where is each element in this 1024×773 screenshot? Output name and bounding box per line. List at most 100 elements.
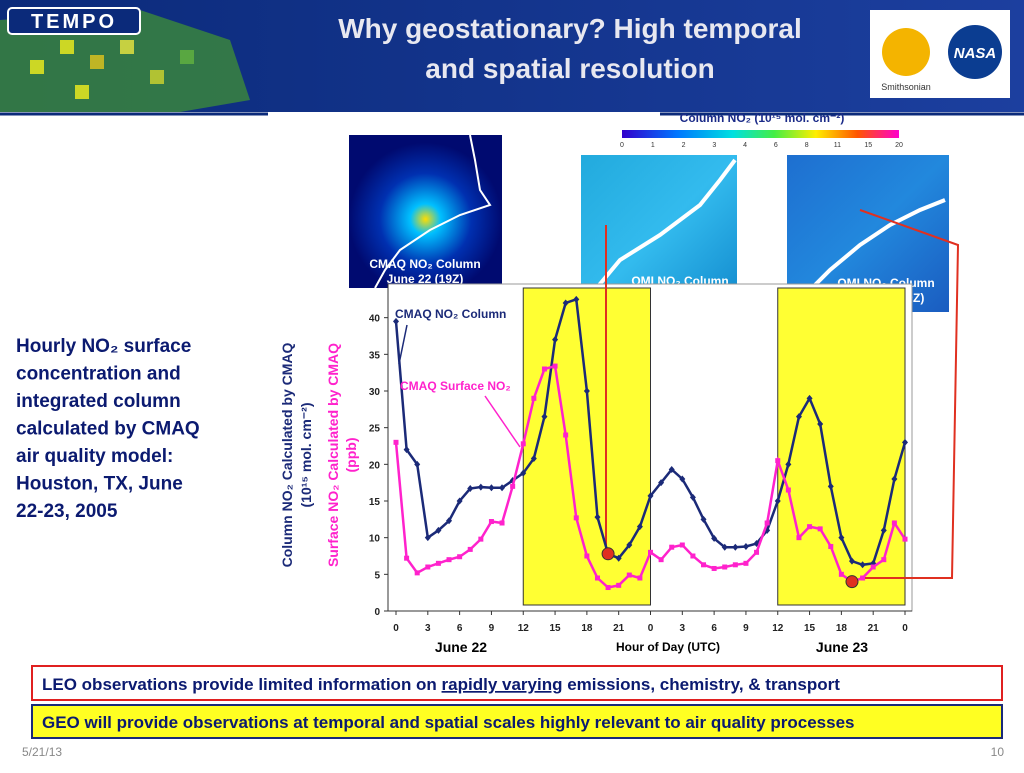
cmaq-label: CMAQ NO₂ Column bbox=[369, 257, 480, 271]
colorbar-tick: 2 bbox=[682, 142, 686, 149]
point bbox=[690, 553, 696, 559]
colorbar-title: Column NO₂ (10¹⁵ mol. cm⁻²) bbox=[680, 111, 845, 125]
point bbox=[530, 454, 537, 462]
header-checks bbox=[30, 40, 194, 99]
point bbox=[457, 554, 463, 560]
annotation-arrow bbox=[484, 395, 521, 448]
colorbar-tick: 8 bbox=[805, 142, 809, 149]
box-text-part: GEO will provide observations at tempora… bbox=[42, 713, 855, 732]
point bbox=[891, 520, 897, 526]
point bbox=[807, 524, 813, 530]
point bbox=[891, 475, 898, 483]
point bbox=[679, 475, 686, 483]
daytime-shade bbox=[777, 287, 906, 606]
cmaq-map bbox=[349, 135, 502, 288]
description-line: integrated column bbox=[16, 391, 181, 412]
x-axis-label: Hour of Day (UTC) bbox=[616, 640, 720, 654]
y-axis-label: Column NO₂ Calculated by CMAQ bbox=[279, 342, 295, 567]
point bbox=[573, 295, 580, 303]
partner-name: Smithsonian bbox=[881, 82, 931, 92]
day-label: June 22 bbox=[435, 639, 487, 655]
page-number: 10 bbox=[991, 745, 1005, 759]
y2-axis-label: Surface NO₂ Calculated by CMAQ bbox=[325, 343, 341, 567]
point bbox=[774, 497, 781, 505]
colorbar-tick: 20 bbox=[895, 142, 903, 149]
point bbox=[711, 565, 717, 571]
description-line: Houston, TX, June bbox=[16, 474, 183, 495]
cmaq-label: June 22 (19Z) bbox=[387, 272, 464, 286]
leo-text: LEO observations provide limited informa… bbox=[42, 675, 840, 694]
leo-box bbox=[31, 665, 1003, 701]
point bbox=[583, 387, 590, 395]
x-tick-label: 21 bbox=[613, 623, 625, 634]
x-tick-label: 0 bbox=[648, 623, 654, 634]
x-tick-label: 18 bbox=[836, 623, 848, 634]
y-tick-label: 25 bbox=[369, 424, 381, 435]
point bbox=[817, 526, 823, 532]
description-line: 22-23, 2005 bbox=[16, 501, 118, 522]
point bbox=[552, 336, 559, 344]
annotation: CMAQ Surface NO₂ bbox=[400, 379, 511, 393]
description-line: concentration and bbox=[16, 364, 181, 385]
point bbox=[594, 575, 600, 581]
point bbox=[881, 557, 887, 563]
point bbox=[658, 479, 665, 487]
point bbox=[510, 483, 516, 489]
point bbox=[403, 446, 410, 454]
point bbox=[669, 544, 675, 550]
logo-box bbox=[7, 7, 141, 35]
point bbox=[806, 394, 813, 402]
point bbox=[648, 549, 653, 555]
y-tick-label: 0 bbox=[374, 607, 380, 618]
point bbox=[404, 555, 410, 561]
point bbox=[679, 542, 685, 548]
annotation: CMAQ NO₂ Column bbox=[395, 307, 506, 321]
point bbox=[848, 557, 855, 565]
point bbox=[795, 413, 802, 421]
point bbox=[552, 363, 558, 369]
title: and spatial resolution bbox=[425, 53, 714, 84]
point bbox=[732, 543, 739, 551]
highlight-point bbox=[845, 575, 859, 589]
point bbox=[499, 484, 506, 492]
point bbox=[668, 465, 675, 473]
agency-name: NASA bbox=[954, 45, 997, 62]
point bbox=[711, 534, 718, 542]
point bbox=[700, 515, 707, 523]
point bbox=[615, 554, 622, 562]
point bbox=[626, 541, 633, 549]
point bbox=[467, 546, 473, 552]
point bbox=[902, 536, 908, 542]
description-line: air quality model: bbox=[16, 446, 173, 467]
colorbar bbox=[622, 130, 899, 138]
point bbox=[689, 493, 696, 501]
colorbar-tick: 11 bbox=[834, 142, 841, 149]
x-tick-label: 6 bbox=[711, 623, 717, 634]
nasa-logo bbox=[948, 25, 1002, 79]
box-text-part: rapidly varying bbox=[442, 675, 563, 694]
colorbar-tick: 0 bbox=[620, 142, 624, 149]
x-tick-label: 3 bbox=[425, 623, 431, 634]
point bbox=[775, 458, 781, 464]
box-text-part: LEO observations provide limited informa… bbox=[42, 675, 442, 694]
y-tick-label: 10 bbox=[369, 534, 381, 545]
header-map bbox=[0, 10, 250, 112]
point bbox=[477, 483, 484, 491]
x-tick-label: 15 bbox=[804, 623, 816, 634]
point bbox=[637, 575, 643, 581]
point bbox=[870, 564, 876, 570]
x-tick-label: 3 bbox=[680, 623, 686, 634]
annotation-arrow bbox=[398, 324, 408, 365]
logo: TEMPO bbox=[31, 11, 117, 33]
y-tick-label: 30 bbox=[369, 387, 381, 398]
point bbox=[701, 562, 707, 568]
point bbox=[573, 515, 579, 521]
point bbox=[658, 557, 664, 563]
point bbox=[520, 469, 527, 477]
x-tick-label: 15 bbox=[550, 623, 562, 634]
colorbar-tick: 3 bbox=[712, 142, 716, 149]
point bbox=[742, 542, 749, 550]
point bbox=[616, 582, 622, 588]
point bbox=[424, 534, 431, 542]
